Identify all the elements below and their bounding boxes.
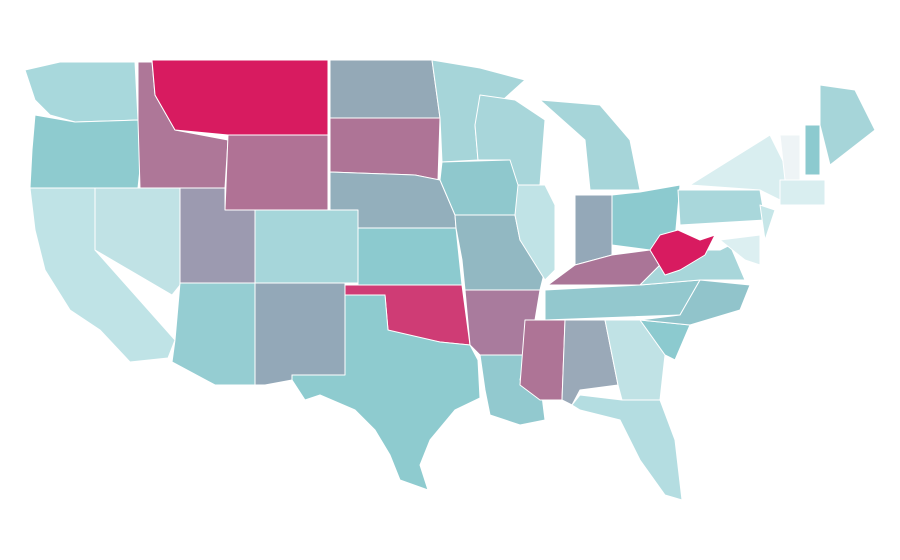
region (151, 59, 329, 136)
region (254, 209, 359, 284)
region (779, 179, 826, 206)
region (357, 227, 463, 286)
region (291, 294, 481, 491)
region (514, 184, 556, 281)
region (544, 279, 701, 321)
region (804, 124, 821, 176)
region (24, 61, 139, 123)
region (571, 394, 683, 501)
region (677, 189, 766, 226)
region (759, 204, 776, 241)
region (819, 84, 876, 166)
region (29, 114, 143, 189)
region (519, 319, 566, 401)
region (539, 99, 641, 191)
region (329, 117, 441, 181)
region (171, 282, 256, 386)
region (254, 282, 346, 386)
region (329, 59, 441, 119)
region (649, 229, 716, 276)
region (574, 194, 613, 266)
region (224, 134, 329, 211)
region (719, 234, 761, 266)
